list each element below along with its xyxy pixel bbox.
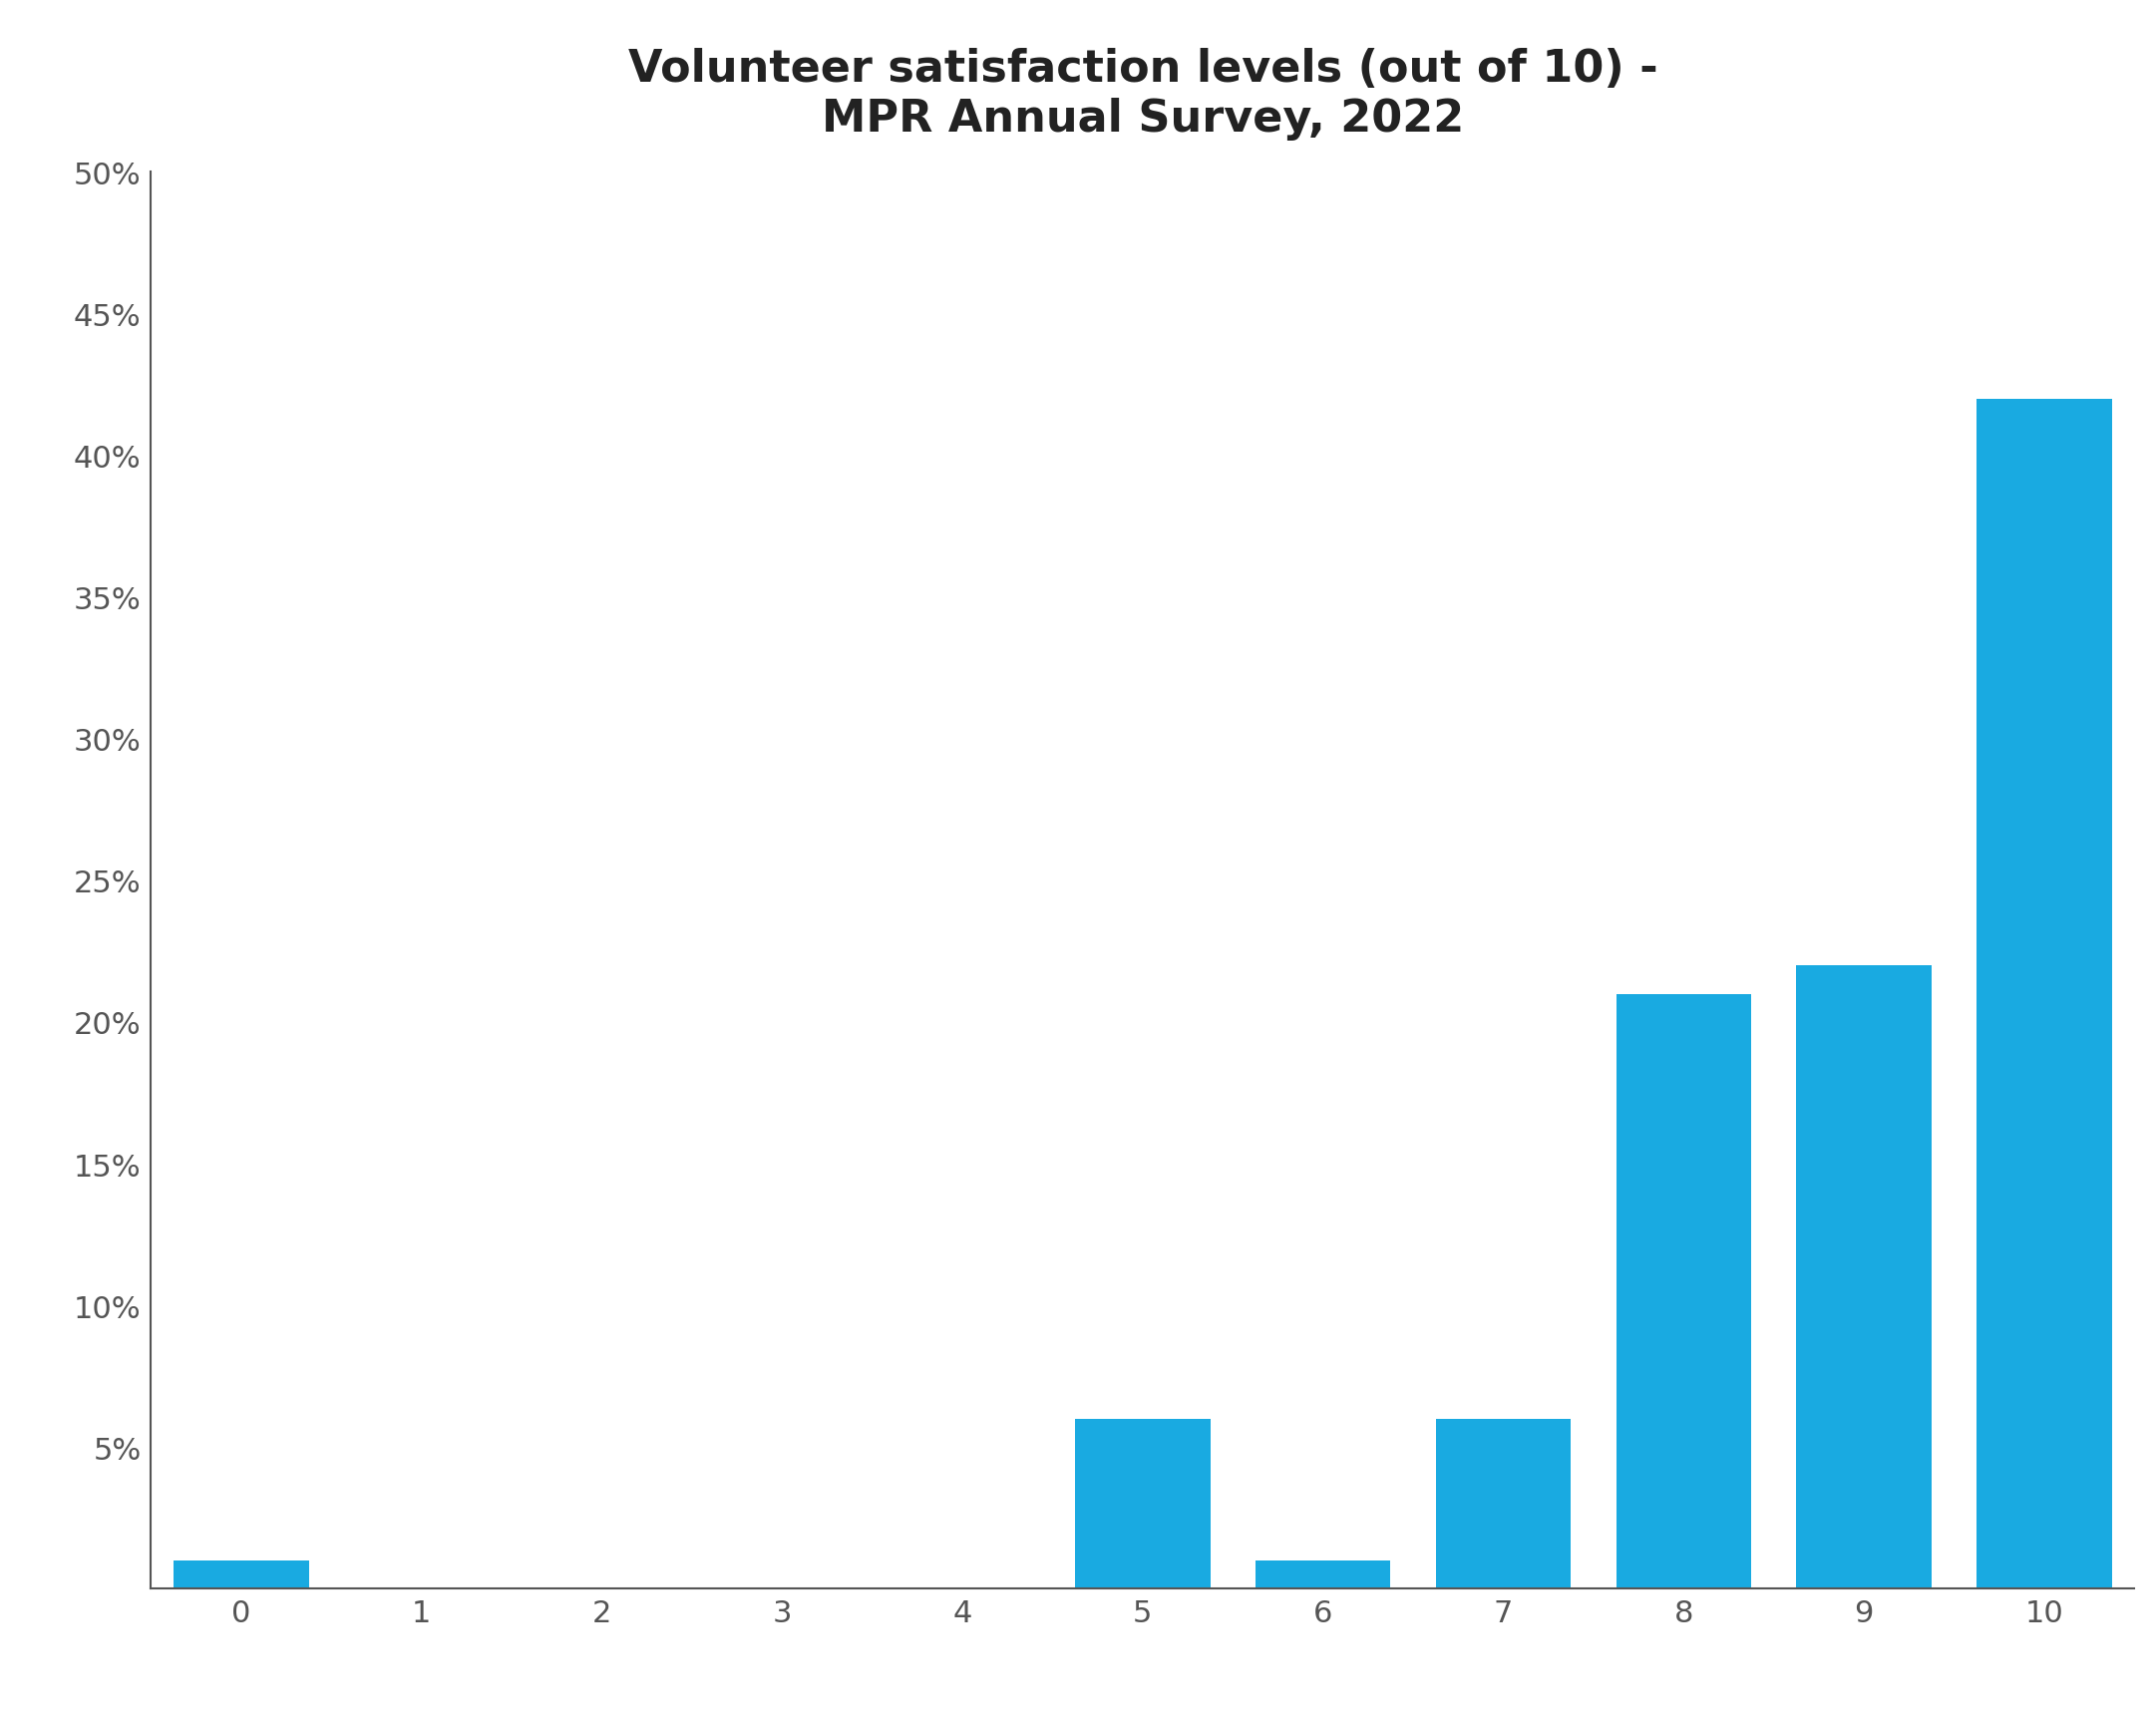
- Bar: [1617, 995, 1751, 1589]
- Bar: [1977, 399, 2113, 1589]
- Bar: [1076, 1420, 1210, 1589]
- Bar: [1255, 1561, 1391, 1589]
- Bar: [172, 1561, 308, 1589]
- Bar: [1796, 965, 1932, 1589]
- Title: Volunteer satisfaction levels (out of 10) -
MPR Annual Survey, 2022: Volunteer satisfaction levels (out of 10…: [627, 48, 1658, 140]
- Bar: [1436, 1420, 1572, 1589]
